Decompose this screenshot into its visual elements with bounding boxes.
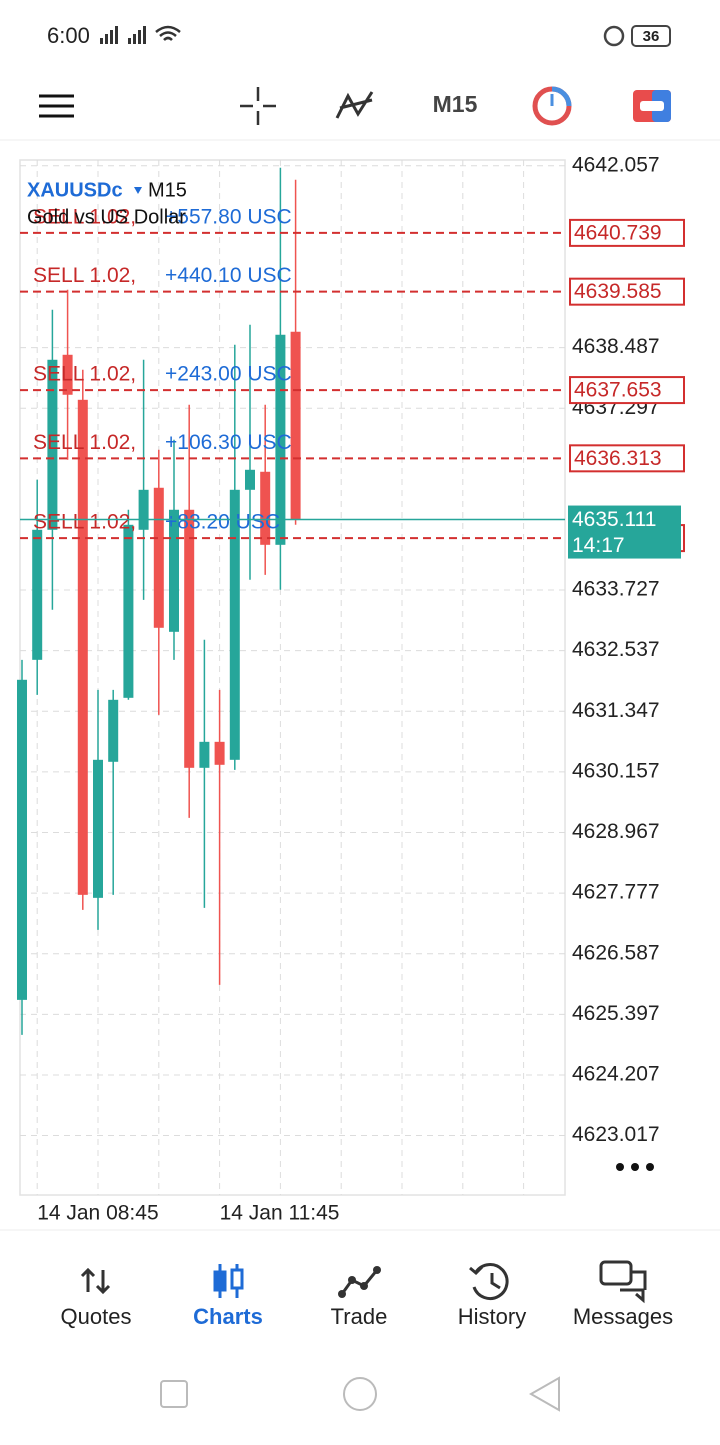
battery-level: 36: [643, 28, 660, 45]
nav-item[interactable]: History: [458, 1304, 526, 1329]
order-profit: +440.10 USC: [165, 264, 292, 287]
y-tick-label: 4632.537: [572, 638, 660, 661]
y-tick-label: 4627.777: [572, 881, 660, 904]
chart-timeframe: M15: [148, 179, 187, 201]
battery-icon: [631, 25, 671, 47]
nav-item[interactable]: Trade: [331, 1304, 388, 1329]
y-tick-label: 4638.487: [572, 335, 660, 358]
order-label: SELL 1.02,: [33, 205, 136, 228]
home-button[interactable]: [343, 1377, 377, 1411]
y-tick-label: 4628.967: [572, 820, 660, 843]
order-price-box: [569, 277, 685, 306]
current-price-box: [568, 505, 681, 559]
order-label: SELL 1.02,: [33, 511, 136, 534]
symbol-dropdown[interactable]: [134, 187, 142, 194]
candle-body: [32, 529, 43, 660]
y-tick-label: 4624.207: [572, 1062, 660, 1085]
x-tick-label: 14 Jan 11:45: [220, 1202, 340, 1225]
order-label: SELL 1.02,: [33, 363, 136, 386]
chart-frame: [19, 159, 566, 1196]
candle-body: [93, 759, 103, 898]
recents-button[interactable]: [160, 1380, 188, 1408]
y-tick-label: 4623.017: [572, 1123, 660, 1146]
candle-body: [290, 331, 301, 520]
candle-body: [169, 509, 179, 632]
crosshair-button[interactable]: [240, 87, 276, 125]
order-price: 4639.585: [574, 280, 662, 303]
charts-icon: [213, 1264, 244, 1298]
candle-body: [275, 334, 286, 545]
symbol-description: Gold vs US Dollar: [27, 206, 186, 228]
candle-body: [77, 399, 88, 895]
y-tick-label: 4633.727: [572, 578, 660, 601]
candle-body: [260, 471, 271, 545]
y-tick-label: 4630.157: [572, 759, 660, 782]
nav-item[interactable]: Quotes: [61, 1304, 132, 1329]
back-button[interactable]: [528, 1376, 560, 1412]
messages-icon: [599, 1260, 647, 1304]
order-profit: +106.30 USC: [165, 431, 292, 454]
candle-body: [245, 469, 255, 490]
candle-body: [199, 741, 210, 768]
bottom-nav: Quotes Charts Trade History Messages: [61, 1304, 674, 1329]
order-profit: +83.20 USC: [165, 511, 280, 534]
order-label: SELL 1.02,: [33, 264, 136, 287]
order-price: 4637.653: [574, 379, 662, 402]
candle-body: [153, 487, 164, 628]
order-price-box: [569, 376, 685, 405]
candle-body: [62, 354, 73, 395]
status-time: 6:00: [47, 23, 90, 48]
order-profit: +243.00 USC: [165, 363, 292, 386]
overlay: 4640.739 SELL 1.02, +557.80 USC 4639.585 SEL…: [20, 205, 685, 559]
candle-body: [184, 509, 195, 768]
current-price: 4635.111: [572, 508, 656, 531]
current-time: 14:17: [572, 534, 625, 557]
y-tick-label: 4625.397: [572, 1002, 660, 1025]
trade-icon: [338, 1266, 381, 1298]
x-tick-label: 14 Jan 08:45: [37, 1202, 158, 1225]
history-icon: [469, 1263, 509, 1300]
candle-body: [108, 699, 119, 762]
order-price-box: [569, 444, 685, 473]
indicators-button[interactable]: [335, 91, 374, 119]
one-click-button[interactable]: [633, 90, 671, 122]
order-price: 4636.313: [574, 447, 662, 470]
nav-item[interactable]: Messages: [573, 1304, 673, 1329]
y-tick-label: 4642.057: [572, 153, 660, 176]
candle-body: [47, 359, 58, 530]
y-tick-label: 4631.347: [572, 699, 660, 722]
timeframe-button[interactable]: M15: [433, 91, 478, 117]
order-price-box: [569, 218, 685, 247]
candle-body: [17, 679, 27, 1000]
trade-clock-button[interactable]: [532, 86, 572, 126]
candle-body: [214, 741, 225, 765]
candle-body: [123, 524, 134, 698]
nav-item[interactable]: Charts: [193, 1304, 263, 1329]
plot: 4642.0574638.4874637.2974633.7274632.537…: [17, 153, 660, 1225]
order-price: 4640.739: [574, 221, 662, 244]
symbol[interactable]: XAUUSDc: [27, 179, 123, 201]
lock-icon: [603, 25, 625, 47]
order-label: SELL 1.02,: [33, 431, 136, 454]
menu-button[interactable]: [39, 94, 74, 118]
candle-body: [229, 489, 240, 760]
quotes-icon: [80, 1267, 111, 1295]
order-profit: +557.80 USC: [165, 205, 292, 228]
candle-body: [138, 489, 149, 530]
y-tick-label: 4626.587: [572, 941, 660, 964]
more-button[interactable]: [616, 1163, 654, 1171]
signal-icons: [100, 25, 181, 44]
